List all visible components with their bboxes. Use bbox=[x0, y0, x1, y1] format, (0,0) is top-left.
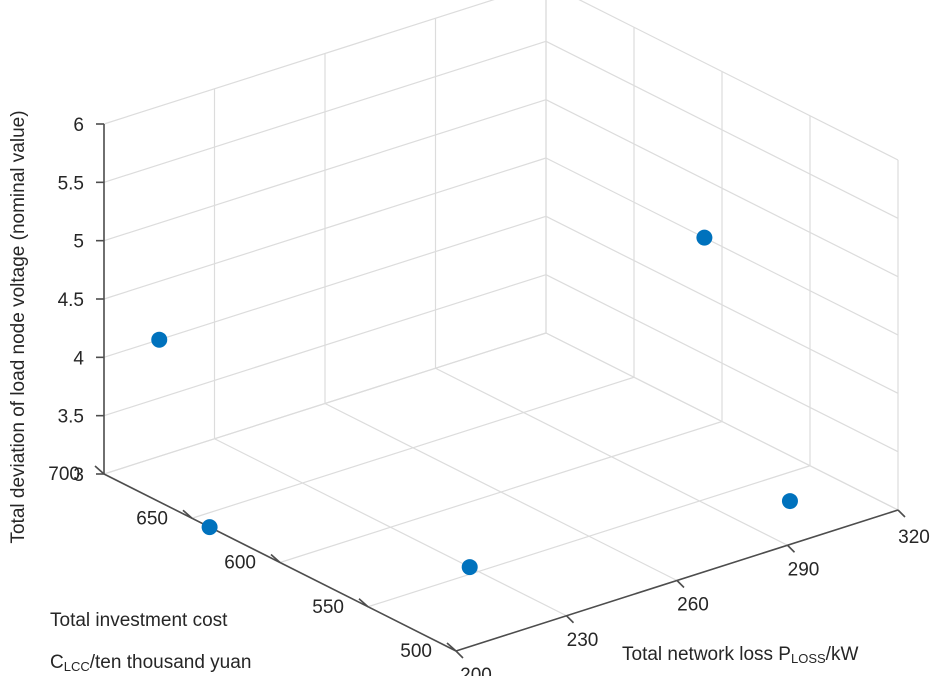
y-tick-label: 550 bbox=[312, 597, 344, 618]
x-tick-mark bbox=[455, 650, 464, 659]
back-wall-grid-line bbox=[103, 274, 547, 417]
x-tick-label: 260 bbox=[677, 595, 709, 616]
z-axis-label: Total deviation of load node voltage (no… bbox=[8, 110, 29, 543]
data-points bbox=[151, 229, 798, 576]
side-wall-grid-line bbox=[545, 332, 899, 511]
side-wall-grid-line bbox=[545, 274, 899, 453]
y-tick-mark bbox=[446, 642, 457, 652]
x-tick-mark bbox=[565, 615, 575, 624]
x-tick-label: 320 bbox=[898, 527, 930, 548]
y-tick-mark bbox=[270, 553, 281, 564]
y-axis-label-line1: Total investment cost bbox=[50, 610, 228, 631]
z-tick-label: 3 bbox=[73, 465, 84, 486]
z-tick-label: 3.5 bbox=[58, 407, 84, 428]
x-tick-mark bbox=[786, 544, 796, 553]
y-tick-mark bbox=[182, 509, 193, 519]
x-tick-mark bbox=[897, 509, 906, 518]
side-wall-grid-line bbox=[545, 215, 899, 394]
data-point bbox=[461, 559, 478, 576]
data-point bbox=[696, 229, 713, 246]
back-wall-grid-line bbox=[103, 40, 547, 183]
data-point bbox=[201, 519, 218, 536]
axis-frame bbox=[94, 123, 906, 659]
floor-grid-line bbox=[367, 465, 811, 608]
y-axis-label-line2: CLCC/ten thousand yuan bbox=[50, 652, 251, 674]
back-wall-grid-line bbox=[103, 215, 547, 358]
grid-lines bbox=[103, 0, 899, 652]
data-point bbox=[781, 493, 798, 510]
z-tick-label: 4.5 bbox=[58, 290, 84, 311]
y-tick-mark bbox=[358, 598, 369, 608]
x-tick-label: 200 bbox=[460, 665, 492, 676]
floor-grid-line bbox=[279, 420, 723, 564]
x-axis-label: Total network loss PLOSS/kW bbox=[622, 644, 858, 666]
y-tick-label: 650 bbox=[136, 508, 168, 529]
side-wall-grid-line bbox=[578, 0, 899, 161]
back-wall-grid-line bbox=[103, 99, 547, 242]
data-point bbox=[151, 331, 168, 348]
back-wall-grid-line bbox=[103, 0, 495, 125]
floor-grid-line bbox=[191, 376, 635, 519]
y-tick-label: 700 bbox=[48, 464, 80, 485]
z-tick-label: 5 bbox=[73, 232, 84, 253]
z-tick-label: 4 bbox=[73, 348, 84, 369]
y-tick-label: 600 bbox=[224, 553, 256, 574]
back-wall-grid-line bbox=[103, 157, 547, 300]
z-tick-label: 6 bbox=[73, 115, 84, 136]
x-tick-label: 230 bbox=[567, 630, 599, 651]
y-tick-mark bbox=[94, 465, 105, 475]
side-wall-grid-line bbox=[545, 157, 899, 336]
x-tick-label: 290 bbox=[788, 559, 820, 580]
z-tick-label: 5.5 bbox=[58, 173, 84, 194]
x-tick-mark bbox=[676, 579, 685, 589]
y-tick-label: 500 bbox=[400, 641, 432, 662]
side-wall-grid-line bbox=[545, 40, 899, 219]
back-wall-grid-line bbox=[103, 332, 547, 475]
side-wall-grid-line bbox=[545, 99, 899, 278]
